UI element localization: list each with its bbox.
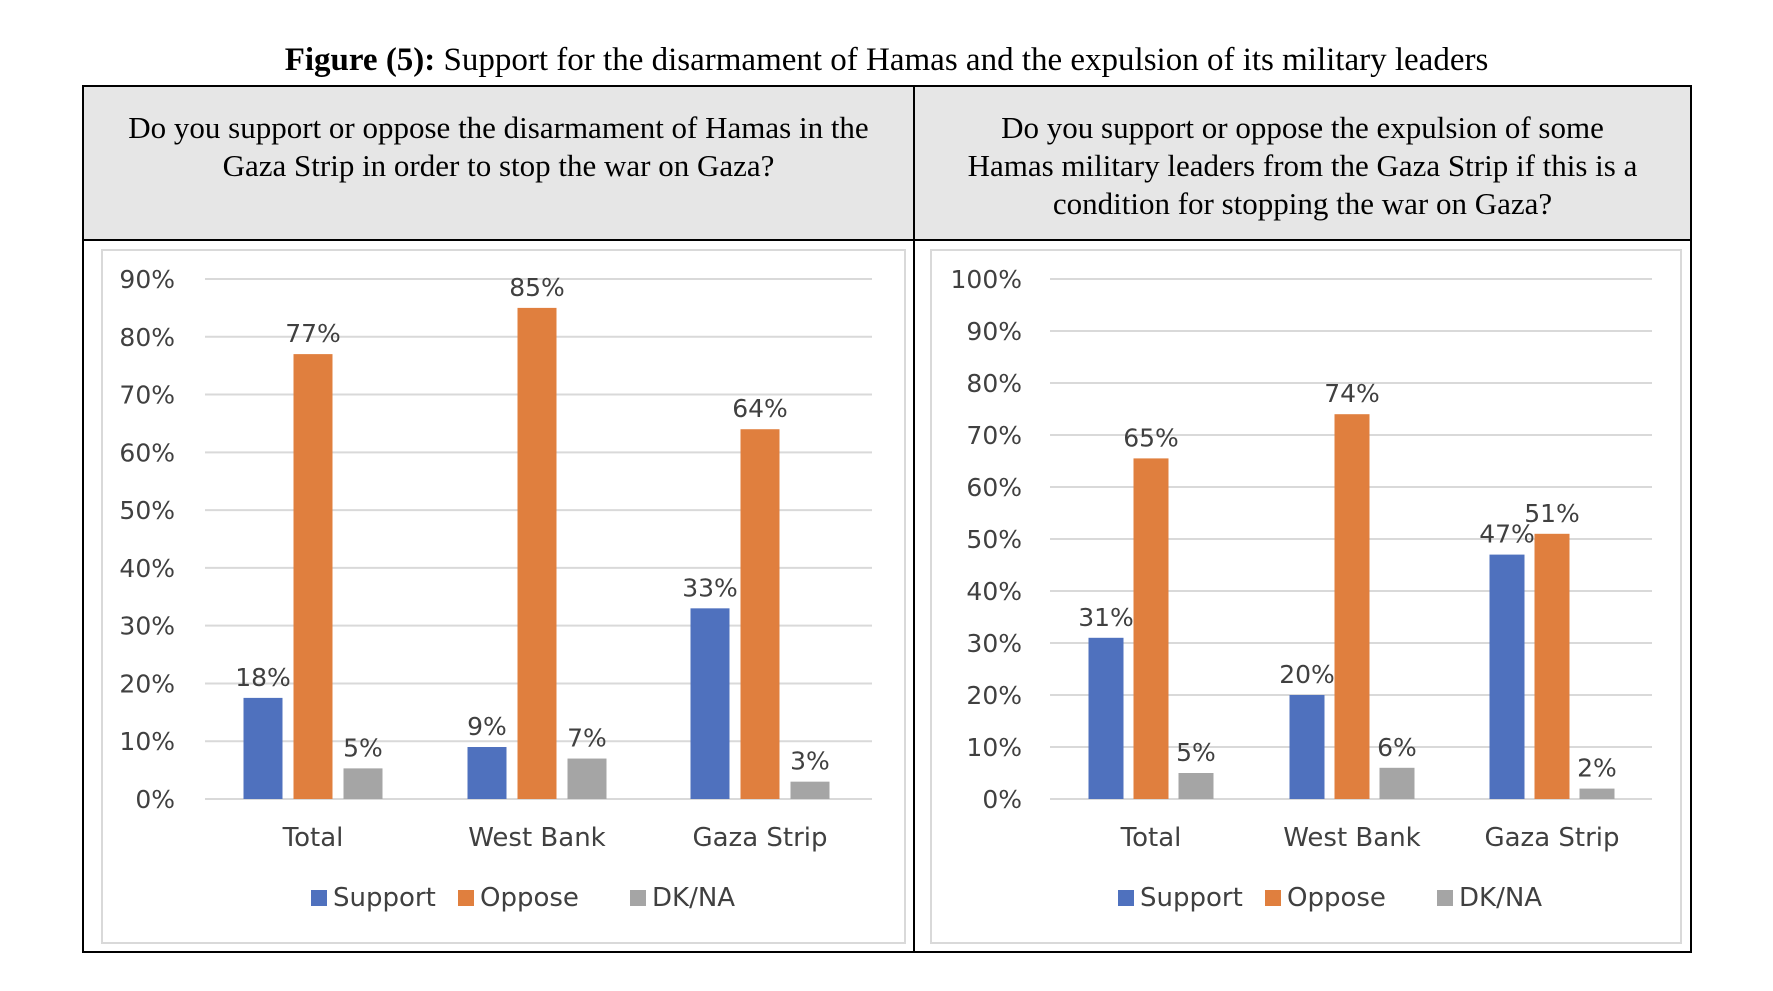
bar-dkna bbox=[567, 758, 607, 799]
category-label: West Bank bbox=[468, 823, 606, 853]
column-divider bbox=[913, 85, 915, 953]
bar-oppose bbox=[293, 354, 333, 799]
header-divider bbox=[82, 239, 1692, 241]
right-question-header: Do you support or oppose the expulsion o… bbox=[915, 87, 1690, 239]
legend-swatch bbox=[311, 890, 327, 906]
legend-label: Support bbox=[1140, 883, 1243, 913]
legend-swatch bbox=[1265, 890, 1281, 906]
data-label: 3% bbox=[790, 747, 830, 776]
y-tick-label: 100% bbox=[951, 265, 1022, 294]
y-tick-label: 50% bbox=[119, 496, 175, 525]
legend-swatch bbox=[1118, 890, 1134, 906]
bar-support bbox=[1289, 695, 1325, 799]
data-label: 77% bbox=[285, 319, 341, 348]
category-label: Gaza Strip bbox=[1484, 823, 1619, 853]
legend-label: DK/NA bbox=[652, 883, 735, 913]
bar-support bbox=[1088, 637, 1124, 799]
bar-oppose bbox=[517, 307, 557, 799]
figure-label: Figure (5): bbox=[284, 42, 436, 78]
y-tick-label: 40% bbox=[119, 554, 175, 583]
y-tick-label: 10% bbox=[119, 727, 175, 756]
bar-support bbox=[467, 747, 507, 799]
bar-oppose bbox=[740, 429, 780, 799]
category-label: West Bank bbox=[1283, 823, 1421, 853]
y-tick-label: 50% bbox=[966, 525, 1022, 554]
bar-support bbox=[243, 697, 283, 799]
data-label: 31% bbox=[1078, 603, 1134, 632]
y-tick-label: 90% bbox=[966, 317, 1022, 346]
y-tick-label: 60% bbox=[966, 473, 1022, 502]
y-tick-label: 70% bbox=[966, 421, 1022, 450]
category-label: Total bbox=[282, 823, 344, 853]
bar-dkna bbox=[343, 768, 383, 799]
bar-support bbox=[1489, 554, 1525, 799]
left-question-header: Do you support or oppose the disarmament… bbox=[84, 87, 913, 239]
data-label: 2% bbox=[1577, 754, 1617, 783]
data-label: 7% bbox=[567, 724, 607, 753]
figure-title-text: Support for the disarmament of Hamas and… bbox=[435, 42, 1489, 78]
data-label: 20% bbox=[1279, 660, 1335, 689]
y-tick-label: 90% bbox=[119, 265, 175, 294]
data-label: 5% bbox=[1176, 738, 1216, 767]
right-question-line: Hamas military leaders from the Gaza Str… bbox=[967, 148, 1638, 183]
right-question-line: condition for stopping the war on Gaza? bbox=[1052, 186, 1553, 221]
data-label: 47% bbox=[1479, 520, 1535, 549]
bar-dkna bbox=[1178, 773, 1214, 799]
bar-dkna bbox=[790, 781, 830, 799]
bar-oppose bbox=[1334, 414, 1370, 799]
data-label: 85% bbox=[509, 273, 565, 302]
left-question-line: Gaza Strip in order to stop the war on G… bbox=[222, 148, 775, 183]
data-label: 51% bbox=[1524, 499, 1580, 528]
bar-oppose bbox=[1534, 533, 1570, 799]
right-question-line: Do you support or oppose the expulsion o… bbox=[1001, 110, 1604, 145]
y-tick-label: 40% bbox=[966, 577, 1022, 606]
data-label: 9% bbox=[467, 712, 507, 741]
figure-table bbox=[82, 85, 1692, 953]
bar-dkna bbox=[1579, 788, 1615, 799]
y-tick-label: 0% bbox=[982, 785, 1022, 814]
bar-support bbox=[690, 608, 730, 799]
y-tick-label: 20% bbox=[966, 681, 1022, 710]
legend-swatch bbox=[1437, 890, 1453, 906]
y-tick-label: 30% bbox=[966, 629, 1022, 658]
legend-label: Oppose bbox=[480, 883, 579, 913]
data-label: 6% bbox=[1377, 733, 1417, 762]
y-tick-label: 60% bbox=[119, 438, 175, 467]
legend-swatch bbox=[630, 890, 646, 906]
y-tick-label: 30% bbox=[119, 612, 175, 641]
legend-swatch bbox=[458, 890, 474, 906]
data-label: 65% bbox=[1123, 423, 1179, 452]
category-label: Total bbox=[1120, 823, 1182, 853]
legend-label: Oppose bbox=[1287, 883, 1386, 913]
y-tick-label: 20% bbox=[119, 669, 175, 698]
y-tick-label: 70% bbox=[119, 381, 175, 410]
y-tick-label: 10% bbox=[966, 733, 1022, 762]
data-label: 33% bbox=[682, 573, 738, 602]
category-label: Gaza Strip bbox=[692, 823, 827, 853]
legend-label: DK/NA bbox=[1459, 883, 1542, 913]
figure-title: Figure (5): Support for the disarmament … bbox=[0, 42, 1773, 79]
data-label: 74% bbox=[1324, 379, 1380, 408]
legend-label: Support bbox=[333, 883, 436, 913]
data-label: 18% bbox=[235, 663, 291, 692]
y-tick-label: 80% bbox=[966, 369, 1022, 398]
left-question-line: Do you support or oppose the disarmament… bbox=[128, 110, 869, 145]
data-label: 5% bbox=[343, 733, 383, 762]
bar-dkna bbox=[1379, 767, 1415, 799]
y-tick-label: 80% bbox=[119, 323, 175, 352]
bar-oppose bbox=[1133, 458, 1169, 799]
y-tick-label: 0% bbox=[135, 785, 175, 814]
data-label: 64% bbox=[732, 394, 788, 423]
